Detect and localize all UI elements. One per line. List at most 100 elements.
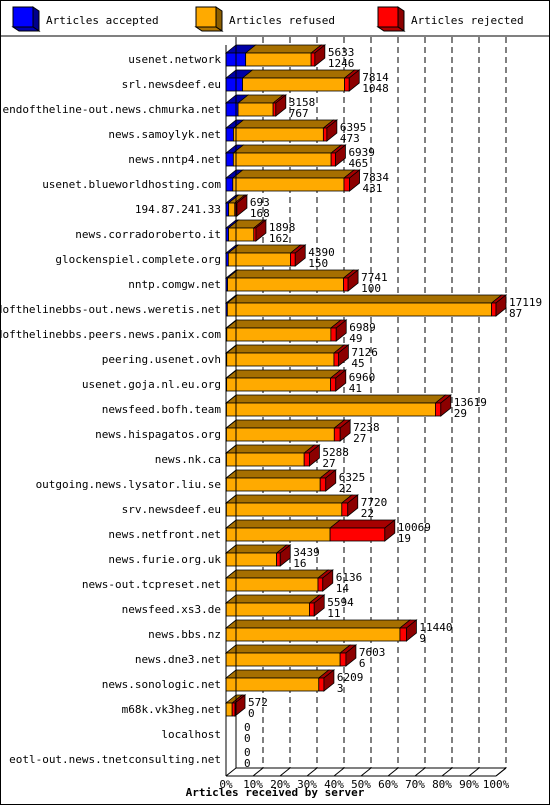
category-label-7: news.corradoroberto.it <box>75 228 221 241</box>
bar-top-13-1 <box>225 369 342 379</box>
bar-top-1-1 <box>241 69 356 79</box>
total-label-23: 11440 <box>419 621 452 634</box>
bar-side-1 <box>348 69 360 92</box>
accepted-label-3: 473 <box>340 132 360 145</box>
accepted-label-17: 22 <box>339 482 352 495</box>
legend-swatch-bottom-2 <box>376 26 406 32</box>
bar-top-11-1 <box>225 319 343 329</box>
total-label-9: 7741 <box>361 271 388 284</box>
accepted-label-20: 16 <box>293 557 306 570</box>
total-label-17: 6325 <box>339 471 366 484</box>
bar-3-2 <box>322 127 328 142</box>
total-label-13: 6960 <box>349 371 376 384</box>
total-label-7: 1898 <box>269 221 296 234</box>
category-label-16: news.nk.ca <box>155 453 221 466</box>
total-label-20: 3439 <box>293 546 320 559</box>
bar-20-2 <box>276 552 281 567</box>
x-tick-label-9: 90% <box>459 778 479 791</box>
total-label-8: 4390 <box>308 246 335 259</box>
total-label-4: 6939 <box>348 146 375 159</box>
x-tick-mark-10 <box>495 767 507 777</box>
legend-swatch-bottom-0 <box>11 26 41 32</box>
bar-13-1 <box>226 377 331 392</box>
legend-swatch-2 <box>377 6 399 28</box>
legend: Articles accepted Articles refused Article… <box>1 6 549 37</box>
accepted-label-27: 0 <box>244 732 251 745</box>
bar-15-2 <box>333 427 341 442</box>
category-label-17: outgoing.news.lysator.liu.se <box>36 478 221 491</box>
category-label-13: usenet.goja.nl.eu.org <box>82 378 221 391</box>
category-label-6: 194.87.241.33 <box>135 203 221 216</box>
accepted-label-24: 6 <box>359 657 366 670</box>
bar-side-3 <box>326 119 338 142</box>
bar-side-15 <box>339 419 351 442</box>
accepted-label-22: 11 <box>327 607 340 620</box>
category-label-8: glockenspiel.complete.org <box>55 253 221 266</box>
bar-top-9-1 <box>226 269 355 279</box>
bar-top-15-1 <box>225 419 346 429</box>
bar-side-24 <box>345 644 357 667</box>
x-tick-mark-2 <box>279 767 291 777</box>
accepted-label-21: 14 <box>336 582 350 595</box>
bar-4-1 <box>232 152 332 167</box>
bar-top-25-1 <box>224 669 330 679</box>
bar-9-2 <box>343 277 349 292</box>
category-label-1: srl.newsdeef.eu <box>122 78 221 91</box>
bar-16-1 <box>226 452 305 467</box>
total-label-16: 5288 <box>322 446 349 459</box>
category-label-4: news.nntp4.net <box>128 153 221 166</box>
bar-side-6 <box>236 194 248 217</box>
bar-21-1 <box>225 577 319 592</box>
bar-13-2 <box>330 377 337 392</box>
bar-1-2 <box>344 77 350 92</box>
bar-top-17-1 <box>225 469 332 479</box>
x-tick-mark-4 <box>333 767 345 777</box>
accepted-label-7: 162 <box>269 232 289 245</box>
bar-22-2 <box>309 602 315 617</box>
bar-side-20 <box>279 544 291 567</box>
accepted-label-11: 49 <box>349 332 362 345</box>
bar-3-0 <box>225 127 234 142</box>
x-tick-label-2: 20% <box>270 778 290 791</box>
bar-side-13 <box>335 369 347 392</box>
category-label-28: eotl-out.news.tnetconsulting.net <box>9 753 221 766</box>
bar-top-23-1 <box>225 619 412 629</box>
bar-top-12-1 <box>225 344 346 354</box>
bar-19-2 <box>329 527 386 542</box>
total-label-15: 7238 <box>353 421 380 434</box>
accepted-label-8: 150 <box>308 257 328 270</box>
x-tick-mark-0 <box>225 767 237 777</box>
bar-8-1 <box>227 252 291 267</box>
total-label-1: 7814 <box>362 71 389 84</box>
bar-26-2 <box>231 702 236 717</box>
total-label-14: 13619 <box>454 396 487 409</box>
accepted-label-5: 431 <box>363 182 383 195</box>
x-tick-label-0: 0% <box>219 778 233 791</box>
bar-11-2 <box>330 327 337 342</box>
category-label-10: endofthelinebbs-out.news.weretis.net <box>1 303 221 316</box>
total-label-6: 693 <box>250 196 270 209</box>
bar-12-1 <box>226 352 335 367</box>
total-label-19: 10069 <box>398 521 431 534</box>
bar-side-18 <box>347 494 359 517</box>
bar-0-1 <box>245 52 312 67</box>
category-label-24: news.dne3.net <box>135 653 221 666</box>
total-label-24: 7603 <box>359 646 386 659</box>
bar-10-1 <box>226 302 492 317</box>
accepted-label-10: 87 <box>509 307 522 320</box>
x-tick-mark-5 <box>360 767 372 777</box>
bar-top-18-1 <box>225 494 353 504</box>
bar-11-1 <box>226 327 332 342</box>
bar-top-0-1 <box>244 44 323 54</box>
bar-5-2 <box>343 177 350 192</box>
total-label-12: 7126 <box>351 346 378 359</box>
category-label-3: news.samoylyk.net <box>108 128 221 141</box>
bar-top-24-1 <box>224 644 352 654</box>
bar-side-4 <box>335 144 346 167</box>
x-tick-label-8: 80% <box>432 778 452 791</box>
bar-12-2 <box>333 352 339 367</box>
bar-17-1 <box>225 477 321 492</box>
bar-22-1 <box>225 602 310 617</box>
bar-top-10-1 <box>226 294 503 304</box>
bar-side-9 <box>347 269 359 292</box>
